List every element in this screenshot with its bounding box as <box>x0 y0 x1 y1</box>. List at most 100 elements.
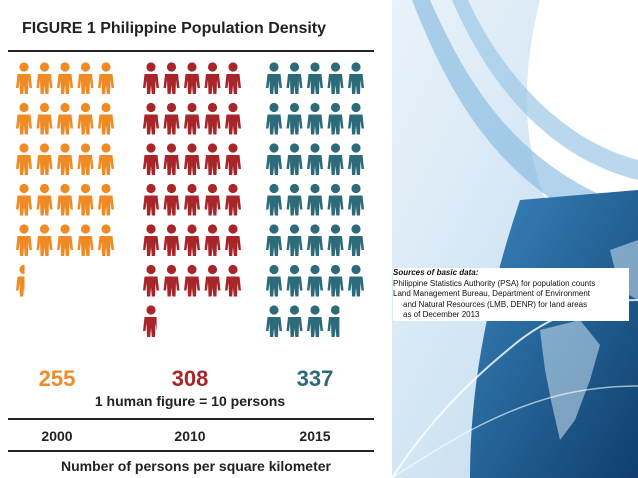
person-icon-2010 <box>204 224 221 256</box>
category-label-2015: 2015 <box>299 428 331 444</box>
person-icon-2015 <box>348 264 364 297</box>
person-icon-2000 <box>36 224 53 256</box>
person-icon-2000 <box>57 224 73 256</box>
person-icon-2015 <box>307 183 323 216</box>
person-icon-2015 <box>348 224 364 256</box>
title-rule <box>8 50 374 52</box>
person-icon-2010 <box>204 102 221 135</box>
person-icon-2000 <box>57 183 73 216</box>
person-icon-2010 <box>184 143 200 175</box>
person-icon-2000 <box>77 102 94 135</box>
person-icon-2010 <box>225 143 241 175</box>
person-icon-2015 <box>348 143 364 175</box>
person-icon-2000 <box>36 183 53 216</box>
person-icon-2010 <box>225 183 241 216</box>
x-axis-label: Number of persons per square kilometer <box>61 458 331 474</box>
person-icon-2000 <box>16 102 32 135</box>
axis-rule-top <box>8 418 374 420</box>
person-icon-2015 <box>307 305 323 337</box>
person-icon-2000 <box>77 183 94 216</box>
person-icon-2000 <box>57 143 73 175</box>
category-label-2010: 2010 <box>174 428 206 444</box>
sources-title: Sources of basic data: <box>393 268 479 277</box>
person-icon-2010 <box>163 183 180 216</box>
person-icon-2000 <box>98 62 114 94</box>
person-icon-2000 <box>36 102 53 135</box>
person-icon-2000 <box>16 62 32 94</box>
person-icon-2010 <box>184 62 200 94</box>
person-icon-2000 <box>16 143 32 175</box>
person-icon-2010 <box>225 224 241 256</box>
person-icon-2015 <box>266 62 282 94</box>
person-icon-2015 <box>348 183 364 216</box>
person-icon-2010 <box>143 143 159 175</box>
person-icon-2015 <box>327 183 344 216</box>
person-icon-2000 <box>98 183 114 216</box>
person-icon-2010 <box>184 224 200 256</box>
person-icon-2015 <box>307 264 323 297</box>
person-icon-2010 <box>225 102 241 135</box>
person-icon-2010 <box>204 183 221 216</box>
person-icon-2015 <box>266 143 282 175</box>
person-icon-2015 <box>286 264 303 297</box>
value-label-2010: 308 <box>171 366 209 391</box>
person-icon-2015 <box>266 102 282 135</box>
person-icon-2015 <box>307 143 323 175</box>
scale-note: 1 human figure = 10 persons <box>94 393 286 409</box>
person-icon-2015 <box>327 62 344 94</box>
person-icon-2015 <box>348 102 364 135</box>
figure-panel: FIGURE 1 Philippine Population Density 2… <box>8 20 374 474</box>
person-icon-2015 <box>266 305 282 337</box>
person-icon-2010 <box>163 102 180 135</box>
pictograph-chart <box>16 62 364 337</box>
person-icon-2000 <box>98 102 114 135</box>
person-icon-2015 <box>286 102 303 135</box>
person-icon-2000 <box>57 62 73 94</box>
person-icon-2000 <box>77 143 94 175</box>
person-icon-2000 <box>36 62 53 94</box>
person-icon-2015 <box>286 224 303 256</box>
sources-line-2: Land Management Bureau, Department of En… <box>393 289 591 298</box>
person-icon-2000 <box>98 224 114 256</box>
person-icon-2015 <box>286 143 303 175</box>
person-icon-2000 <box>98 143 114 175</box>
person-icon-2010 <box>163 264 180 297</box>
person-icon-2000 <box>16 264 25 297</box>
person-icon-2010 <box>204 62 221 94</box>
person-icon-2015 <box>266 264 282 297</box>
person-icon-2015 <box>266 183 282 216</box>
person-icon-2015 <box>307 102 323 135</box>
person-icon-2000 <box>16 183 32 216</box>
person-icon-2000 <box>57 102 73 135</box>
person-icon-2010 <box>184 264 200 297</box>
person-icon-2000 <box>77 62 94 94</box>
person-icon-2015 <box>266 224 282 256</box>
person-icon-2010 <box>143 224 159 256</box>
person-icon-2015 <box>327 143 344 175</box>
person-icon-2015 <box>327 264 344 297</box>
sources-line-3: and Natural Resources (LMB, DENR) for la… <box>403 299 588 309</box>
person-icon-2010 <box>204 143 221 175</box>
person-icon-2010 <box>143 62 159 94</box>
figure-title: FIGURE 1 Philippine Population Density <box>22 20 327 37</box>
sources-line-4: as of December 2013 <box>403 310 480 319</box>
person-icon-2010 <box>163 224 180 256</box>
person-icon-2015 <box>286 62 303 94</box>
person-icon-2015 <box>327 224 344 256</box>
value-label-2000: 255 <box>38 366 76 391</box>
person-icon-2000 <box>36 143 53 175</box>
sources-line-1: Philippine Statistics Authority (PSA) fo… <box>393 278 596 288</box>
person-icon-2010 <box>163 143 180 175</box>
person-icon-2010 <box>143 305 157 337</box>
axis-rule-bottom <box>8 450 374 452</box>
sources-note: Sources of basic data: Philippine Statis… <box>393 268 629 321</box>
person-icon-2015 <box>286 183 303 216</box>
person-icon-2015 <box>327 305 340 337</box>
person-icon-2010 <box>225 264 241 297</box>
person-icon-2010 <box>184 183 200 216</box>
person-icon-2015 <box>286 305 303 337</box>
person-icon-2010 <box>143 264 159 297</box>
person-icon-2010 <box>184 102 200 135</box>
person-icon-2015 <box>327 102 344 135</box>
